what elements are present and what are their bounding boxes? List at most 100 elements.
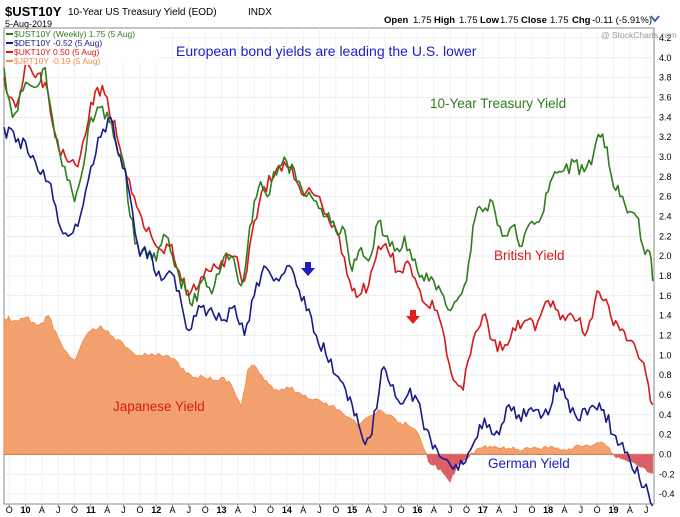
y-tick-label: 0.0 [659, 449, 672, 459]
y-tick-label: 1.8 [659, 271, 672, 281]
x-tick-label: A [170, 505, 176, 515]
exchange: INDX [248, 7, 272, 18]
y-tick-label: 2.0 [659, 251, 672, 261]
y-tick-label: 0.2 [659, 430, 672, 440]
y-tick-label: 3.4 [659, 112, 672, 122]
y-axis: -0.4 -0.2 0.0 0.2 0.4 0.6 0.8 1.0 1.2 1.4 1.6 1.8 2.… [659, 33, 675, 499]
series-area-negative [426, 454, 653, 483]
japan-yield-area [3, 315, 654, 484]
x-tick-label: A [300, 505, 306, 515]
x-tick-label: J [317, 505, 322, 515]
x-tick-label: O [71, 505, 78, 515]
chart-header: $UST10Y 10-Year US Treasury Yield (EOD) … [5, 4, 660, 29]
x-tick-label: O [528, 505, 535, 515]
x-tick-label: O [463, 505, 470, 515]
german-yield-label: German Yield [488, 456, 570, 471]
legend: $UST10Y (Weekly) 1.75 (5 Aug) $DET10Y -0… [5, 29, 161, 66]
x-tick-label: A [496, 505, 502, 515]
ohlc-readout: Open 1.75 High 1.75 Low 1.75 Close 1.75 … [384, 15, 652, 26]
down-arrow-red-icon [406, 310, 420, 324]
x-tick-label: A [431, 505, 437, 515]
chg-value: -0.11 (-5.91%) [592, 15, 652, 26]
x-tick-label: J [448, 505, 453, 515]
headline-annotation: European bond yields are leading the U.S… [176, 43, 477, 59]
close-label: Close [521, 15, 547, 26]
high-value: 1.75 [459, 15, 478, 26]
low-value: 1.75 [500, 15, 519, 26]
y-tick-label: 3.6 [659, 92, 672, 102]
watermark: @ StockCharts.com [601, 30, 677, 40]
x-tick-label: J [252, 505, 257, 515]
x-tick-label: O [6, 505, 13, 515]
legend-item-ukt10y: $UKT10Y 0.50 (5 Aug) [6, 47, 100, 57]
x-tick-label: A [235, 505, 241, 515]
japanese-yield-label: Japanese Yield [113, 399, 205, 414]
legend-item-jpt10y: $JPT10Y -0.19 (5 Aug) [6, 56, 100, 66]
y-tick-label: 1.4 [659, 311, 672, 321]
x-tick-label: O [267, 505, 274, 515]
series-line-det10y [3, 116, 654, 507]
x-tick-label: 11 [86, 505, 96, 515]
x-tick-label: 18 [543, 505, 553, 515]
high-label: High [434, 15, 455, 26]
y-tick-label: 3.8 [659, 73, 672, 83]
legend-label: $UST10Y (Weekly) 1.75 (5 Aug) [14, 29, 135, 39]
y-tick-label: 1.6 [659, 291, 672, 301]
x-tick-label: 16 [413, 505, 423, 515]
x-tick-label: 15 [347, 505, 357, 515]
x-tick-label: A [39, 505, 45, 515]
x-tick-label: A [561, 505, 567, 515]
x-tick-label: 12 [151, 505, 161, 515]
header-date: 5-Aug-2019 [5, 19, 52, 29]
legend-item-ust10y: $UST10Y (Weekly) 1.75 (5 Aug) [6, 29, 135, 39]
x-tick-label: A [104, 505, 110, 515]
treasury-yield-label: 10-Year Treasury Yield [430, 96, 566, 111]
series-area-jpt10y [3, 315, 654, 484]
y-tick-label: 2.6 [659, 192, 672, 202]
legend-item-det10y: $DET10Y -0.52 (5 Aug) [6, 38, 102, 48]
y-tick-label: 4.2 [659, 33, 672, 43]
legend-label: $JPT10Y -0.19 (5 Aug) [14, 56, 100, 66]
x-tick-label: O [398, 505, 405, 515]
x-tick-label: J [121, 505, 126, 515]
y-tick-label: -0.2 [659, 469, 675, 479]
x-tick-label: J [187, 505, 192, 515]
x-tick-label: 10 [21, 505, 31, 515]
y-tick-label: 2.2 [659, 231, 672, 241]
x-tick-label: O [202, 505, 209, 515]
instrument-name: 10-Year US Treasury Yield (EOD) [68, 7, 217, 18]
y-tick-label: 4.0 [659, 53, 672, 63]
x-tick-label: J [513, 505, 518, 515]
plot-frame [3, 27, 655, 505]
british-yield-label: British Yield [494, 248, 565, 263]
legend-label: $UKT10Y 0.50 (5 Aug) [14, 47, 100, 57]
open-label: Open [384, 15, 408, 26]
x-tick-label: O [136, 505, 143, 515]
symbol: $UST10Y [5, 4, 62, 19]
y-tick-label: 3.2 [659, 132, 672, 142]
x-tick-label: A [366, 505, 372, 515]
yield-lines [3, 61, 654, 507]
chevron-down-icon[interactable] [650, 15, 660, 23]
y-tick-label: 3.0 [659, 152, 672, 162]
legend-background [5, 29, 161, 65]
chg-label: Chg [572, 15, 591, 26]
y-tick-label: 0.8 [659, 370, 672, 380]
x-tick-label: J [579, 505, 584, 515]
y-tick-label: 1.0 [659, 350, 672, 360]
low-label: Low [480, 15, 500, 26]
x-tick-label: 13 [217, 505, 227, 515]
x-tick-label: 17 [478, 505, 488, 515]
y-tick-label: -0.4 [659, 489, 675, 499]
y-tick-label: 0.6 [659, 390, 672, 400]
x-axis: O 10 A J O 11 A J O 12 A J O 13 A J O 14 A J O 15 A J O 16 A J O 17 A J… [6, 504, 648, 515]
y-tick-label: 2.8 [659, 172, 672, 182]
x-tick-label: 19 [608, 505, 618, 515]
close-value: 1.75 [550, 15, 569, 26]
y-tick-label: 1.2 [659, 330, 672, 340]
x-tick-label: 14 [282, 505, 292, 515]
x-tick-label: J [383, 505, 388, 515]
x-tick-label: J [56, 505, 61, 515]
down-arrow-blue-icon [301, 262, 315, 276]
